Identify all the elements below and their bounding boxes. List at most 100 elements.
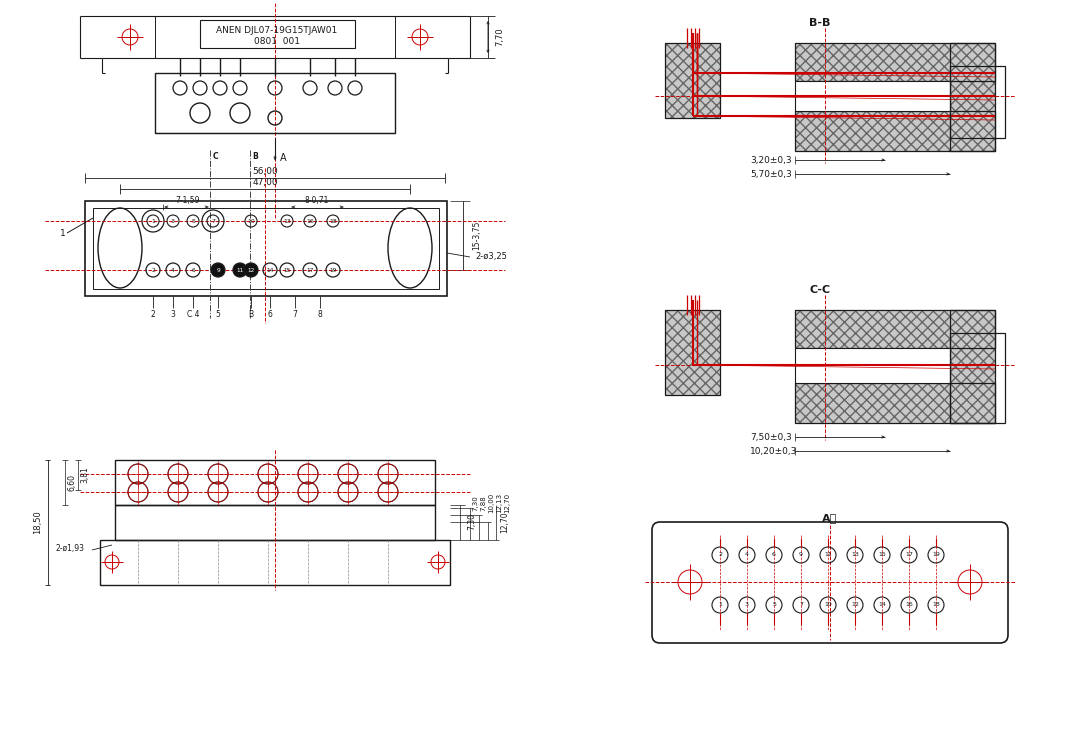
Text: 15: 15 [878,553,886,557]
Text: 7: 7 [292,310,298,319]
Text: 5: 5 [772,602,776,607]
Bar [795,43,995,81]
Bar [950,310,995,423]
Text: 10,20±0,3: 10,20±0,3 [750,446,798,455]
Text: C-C: C-C [810,285,830,295]
Text: 19: 19 [932,553,940,557]
Bar [115,505,435,540]
Bar [795,348,950,383]
Bar [666,310,720,395]
Circle shape [233,263,247,277]
Bar [100,540,449,585]
Bar [950,66,1005,138]
Text: 2: 2 [718,553,722,557]
Bar [795,111,995,151]
Text: 3,81: 3,81 [81,466,89,483]
Text: 10: 10 [824,602,831,607]
Text: 8-0,71: 8-0,71 [304,196,329,205]
Bar [666,43,720,118]
Bar [950,333,1005,423]
Text: 14: 14 [878,602,886,607]
Text: 5,70±0,3: 5,70±0,3 [750,169,792,179]
Text: 13: 13 [851,553,859,557]
Text: 2-ø3,25: 2-ø3,25 [475,251,507,261]
Text: 7: 7 [211,219,215,223]
Bar [115,460,435,505]
Text: 2: 2 [151,310,155,319]
Bar [795,383,995,423]
Bar [85,201,447,296]
Text: 7,70: 7,70 [495,27,504,47]
Text: 9: 9 [799,553,803,557]
Text: 12: 12 [851,602,859,607]
Text: 9: 9 [216,268,220,273]
Bar [795,111,995,151]
Text: 12,70: 12,70 [504,493,509,513]
Text: 18,50: 18,50 [34,510,43,534]
Bar [200,20,355,48]
Text: B: B [249,310,253,319]
Text: 6,60: 6,60 [68,474,76,491]
Bar [950,43,995,151]
Text: 7,30: 7,30 [472,495,478,511]
Text: 0801  001: 0801 001 [254,36,300,46]
Text: 17: 17 [906,553,913,557]
Text: 16: 16 [906,602,913,607]
Bar [950,310,995,423]
Text: 17: 17 [307,268,314,273]
Text: 12: 12 [248,268,254,273]
Bar [795,43,995,81]
Bar [155,73,395,133]
Text: 4: 4 [171,268,175,273]
Bar [795,383,995,423]
Bar [795,310,995,348]
Circle shape [211,263,225,277]
Text: 3: 3 [170,310,176,319]
Text: 14: 14 [266,268,274,273]
Text: 10: 10 [248,219,255,223]
Text: 56,00: 56,00 [252,166,278,175]
Text: C: C [212,151,218,160]
Text: 47,00: 47,00 [252,177,278,186]
Text: B-B: B-B [810,18,830,28]
Bar [795,310,995,348]
Text: 11: 11 [824,553,831,557]
Text: 15: 15 [284,268,290,273]
Text: 13: 13 [283,219,291,223]
Text: ANEN DJL07-19G15TJAW01: ANEN DJL07-19G15TJAW01 [216,26,337,35]
Text: 5: 5 [191,219,195,223]
Text: 3: 3 [745,602,750,607]
Text: 11: 11 [237,268,243,273]
Text: 18: 18 [329,219,337,223]
Text: 7: 7 [799,602,803,607]
Text: 7,88: 7,88 [480,495,485,511]
Text: 7,30: 7,30 [468,514,477,531]
Text: 7,50±0,3: 7,50±0,3 [750,432,792,441]
Text: 12,70: 12,70 [501,511,509,533]
Text: 18: 18 [932,602,939,607]
Text: 6: 6 [772,553,776,557]
Text: 1: 1 [151,219,155,223]
Text: 1: 1 [60,228,65,237]
Text: 6: 6 [191,268,195,273]
Text: 16: 16 [307,219,314,223]
Text: B: B [252,151,257,160]
Text: 12,13: 12,13 [496,493,502,513]
Bar [93,208,439,289]
Text: C 4: C 4 [187,310,200,319]
Text: 19: 19 [329,268,337,273]
Text: 10,00: 10,00 [488,493,494,513]
Text: 7-1,59: 7-1,59 [176,196,201,205]
Text: 4: 4 [745,553,750,557]
Text: 3: 3 [171,219,175,223]
Text: A向: A向 [823,513,838,523]
Bar [795,348,950,383]
Text: 6: 6 [267,310,273,319]
Bar [950,43,995,151]
Text: 3,20±0,3: 3,20±0,3 [750,155,792,165]
Circle shape [244,263,257,277]
Text: 2: 2 [152,268,155,273]
Text: 1: 1 [718,602,722,607]
Bar [795,81,950,111]
Bar [666,43,720,118]
